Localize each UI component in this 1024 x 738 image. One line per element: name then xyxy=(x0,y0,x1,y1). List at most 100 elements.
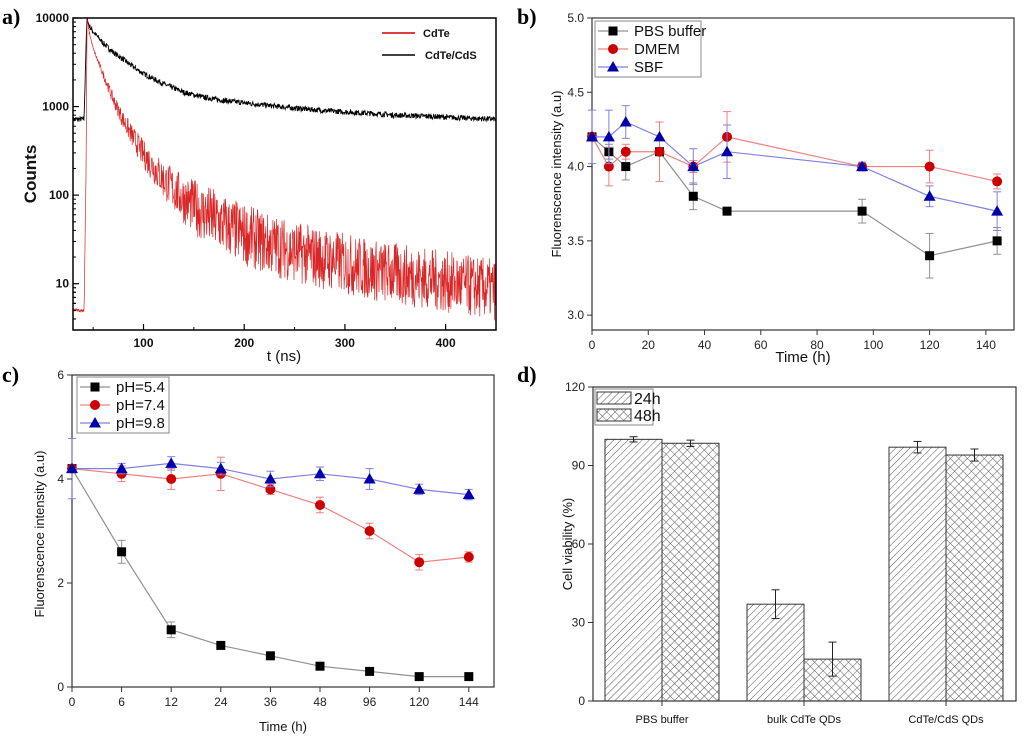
data-point-ph-9-8 xyxy=(66,462,78,474)
legend-label: 48h xyxy=(634,408,661,425)
legend-swatch-48h xyxy=(596,408,632,422)
data-point-sbf xyxy=(586,130,598,142)
chart-c-plot-frame xyxy=(71,374,495,688)
y-tick-label: 120 xyxy=(565,380,585,394)
x-tick-label: 6 xyxy=(118,695,125,709)
x-tick-label: 96 xyxy=(363,695,377,709)
data-point-ph-9-8 xyxy=(214,462,227,474)
y-tick-label: 6 xyxy=(57,368,64,382)
data-point-sbf xyxy=(653,130,666,142)
data-point-ph-5-4 xyxy=(365,666,375,676)
y-tick-label: 5.0 xyxy=(567,11,584,25)
chart-a-ticks: 100 200 300 400 10 100 1000 10000 xyxy=(36,11,497,350)
data-point-ph-5-4 xyxy=(166,625,176,635)
legend-marker xyxy=(608,26,618,36)
legend-label: PBS buffer xyxy=(634,23,706,40)
y-tick-label: 1000 xyxy=(42,100,69,114)
x-tick-label: 36 xyxy=(264,695,278,709)
data-point-sbf xyxy=(923,190,936,201)
series-dmem xyxy=(587,111,1003,190)
x-tick-label: 300 xyxy=(335,336,355,350)
legend-swatch-24h xyxy=(596,391,632,405)
data-point-pbs-buffer xyxy=(688,191,698,201)
series-ph-9-8 xyxy=(66,437,475,501)
chart-b-media-stability: 0 20 40 60 80 100 120 140 3.0 3.5 4.0 4.5 5.0 Time (… xyxy=(549,11,1015,366)
legend-marker xyxy=(608,44,618,54)
legend-marker xyxy=(89,417,101,428)
error-bar xyxy=(771,589,780,620)
data-point-ph-7-4 xyxy=(463,552,474,562)
x-tick-label: 120 xyxy=(920,338,940,352)
chart-c-legend: pH=5.4pH=7.4pH=9.8 xyxy=(76,376,170,434)
data-point-sbf xyxy=(619,116,632,127)
x-tick-label: 120 xyxy=(409,695,429,709)
error-bar xyxy=(970,448,979,462)
legend-marker xyxy=(90,382,100,392)
chart-b-ylabel: Fluorenscence intensity (a.u) xyxy=(549,91,564,258)
chart-a-decay: 100 200 300 400 10 100 1000 10000 t (ns) Counts… xyxy=(21,11,497,365)
x-tick-label: CdTe/CdS QDs xyxy=(908,714,984,726)
y-tick-label: 0 xyxy=(57,680,64,694)
y-tick-label: 10 xyxy=(56,277,70,291)
chart-d-cell-viability: PBS buffer bulk CdTe QDs CdTe/CdS QDs 0 30 60… xyxy=(560,380,1017,726)
y-tick-label: 4.0 xyxy=(567,160,584,174)
x-tick-label: 144 xyxy=(459,695,479,709)
y-tick-label: 2 xyxy=(57,576,64,590)
x-tick-label: 48 xyxy=(313,695,327,709)
data-point-ph-7-4 xyxy=(364,526,375,536)
error-bar xyxy=(913,440,922,454)
x-tick-label: 0 xyxy=(69,695,76,709)
legend-label: SBF xyxy=(634,59,663,76)
data-point-ph-5-4 xyxy=(117,547,127,557)
series-line-cdte-cds xyxy=(72,17,496,123)
y-tick-label: 10000 xyxy=(36,11,70,25)
data-point-pbs-buffer xyxy=(722,206,732,216)
x-tick-label: 20 xyxy=(642,338,656,352)
panel-label-d: d) xyxy=(517,362,537,387)
bar-24h xyxy=(746,603,805,702)
chart-b-ticks: 0 20 40 60 80 100 120 140 3.0 3.5 4.0 4.5 5.0 xyxy=(567,11,996,352)
data-point-ph-9-8 xyxy=(115,462,128,474)
error-bar xyxy=(629,436,638,443)
data-point-sbf xyxy=(991,205,1004,216)
data-point-ph-9-8 xyxy=(413,483,426,494)
legend-a-cdtecds-label: CdTe/CdS xyxy=(425,50,477,62)
chart-a-plot-frame xyxy=(72,17,497,331)
chart-d-bars-group xyxy=(604,436,1004,702)
data-point-dmem xyxy=(654,146,665,157)
series-line-ph-5-4 xyxy=(71,468,469,678)
chart-a-ylabel: Counts xyxy=(21,145,40,204)
data-point-dmem xyxy=(992,176,1003,187)
data-point-sbf xyxy=(687,160,700,172)
data-point-ph-9-8 xyxy=(165,457,178,468)
bar-48h xyxy=(661,442,720,702)
y-tick-label: 4.5 xyxy=(567,85,584,99)
chart-c-series-group xyxy=(66,437,475,682)
data-point-dmem xyxy=(924,161,935,172)
data-point-ph-9-8 xyxy=(264,473,277,484)
x-tick-label: 0 xyxy=(589,338,596,352)
x-tick-label: PBS buffer xyxy=(636,714,689,726)
series-line-cdte xyxy=(72,17,496,321)
y-tick-label: 90 xyxy=(572,459,586,473)
data-point-pbs-buffer xyxy=(925,251,935,261)
chart-d-ylabel: Cell viability (%) xyxy=(560,498,575,590)
error-bar xyxy=(828,641,837,677)
series-ph-5-4 xyxy=(67,464,474,682)
chart-c-ylabel: Fluorenscence intensity (a.u) xyxy=(32,451,47,618)
panel-label-c: c) xyxy=(2,362,19,387)
data-point-sbf xyxy=(856,160,869,172)
y-tick-label: 100 xyxy=(49,188,69,202)
data-point-sbf xyxy=(721,145,734,157)
y-tick-label: 30 xyxy=(572,616,586,630)
data-point-ph-9-8 xyxy=(462,488,475,500)
x-tick-label: 24 xyxy=(214,695,228,709)
x-tick-label: 60 xyxy=(754,338,768,352)
data-point-ph-5-4 xyxy=(414,672,424,682)
y-tick-label: 0 xyxy=(578,694,585,708)
chart-b-series-group xyxy=(586,105,1004,279)
x-tick-label: 400 xyxy=(436,336,456,350)
